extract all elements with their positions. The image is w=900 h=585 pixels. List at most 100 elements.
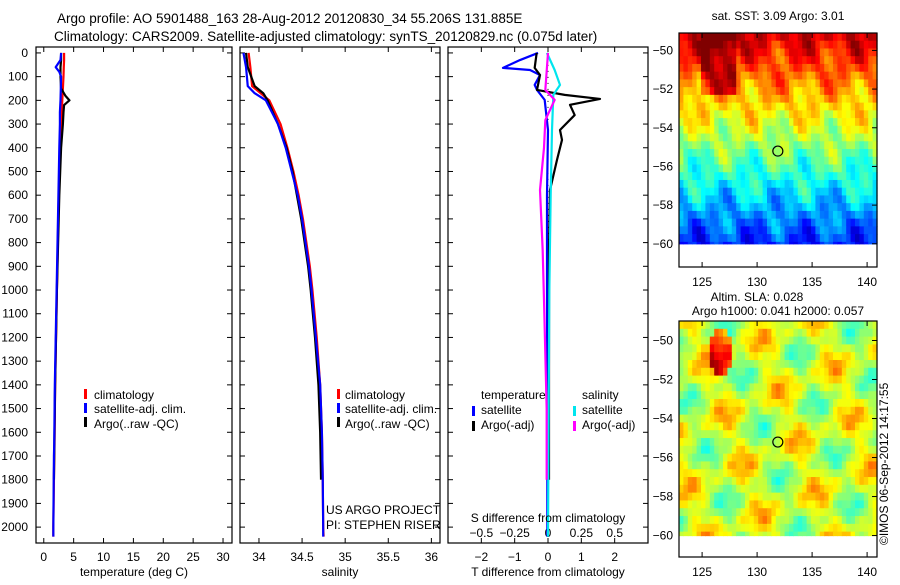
map-cell [833,110,838,119]
map-cell [771,195,777,204]
map-cell [815,33,821,42]
map-cell [736,352,742,361]
map-cell [824,94,830,104]
map-cell [767,172,772,181]
map-cell [784,172,790,181]
map-cell [797,438,803,447]
map-cell [806,210,812,220]
map-cell [841,406,847,416]
map-cell [841,321,847,330]
map-cell [714,461,720,470]
map-cell [767,445,772,455]
map-cell [736,172,742,181]
map-cell [850,484,856,494]
map-cell [837,149,843,158]
map-cell [793,453,799,463]
map-cell [793,125,799,135]
map-cell [740,461,746,470]
map-cell [797,344,803,353]
map-cell [736,321,742,330]
map-cell [740,344,746,353]
map-cell [802,133,808,142]
map-cell [789,367,794,377]
map-cell [802,344,808,353]
map-cell [692,461,698,470]
map-cell [692,33,698,42]
map-cell [833,56,838,65]
map-cell [828,226,834,235]
map-cell [709,367,715,377]
map-cell [758,516,764,525]
map-cell [696,164,702,173]
map-cell [828,531,834,537]
map-cell [859,48,865,57]
map-cell [749,203,755,212]
map-cell [745,94,750,104]
map-cell [701,94,706,104]
map-cell [731,445,737,455]
map-cell [736,516,742,525]
map-cell [833,141,838,150]
map-cell [745,383,750,392]
map-cell [863,484,869,494]
map-cell [846,328,852,338]
map-cell [775,133,781,142]
map-cell [758,383,764,392]
map-cell [824,344,830,353]
map-cell [731,125,737,135]
map-cell [714,328,720,338]
map-cell [789,187,794,197]
map-cell [749,141,755,150]
map-cell [723,406,728,416]
map-cell [775,203,781,212]
map-cell [718,367,724,377]
map-cell [780,141,786,150]
map-cell [771,375,777,385]
map-cell [793,406,799,416]
map-cell [723,102,728,111]
map-cell [828,179,834,189]
map-cell [784,406,790,416]
map-cell [806,110,812,119]
map-frame [678,32,878,268]
lat-tick-label: −56 [653,159,674,173]
map-cell [793,328,799,338]
map-cell [872,218,878,227]
panel-frame [35,46,233,544]
map-cell [780,477,786,486]
map-cell [824,422,830,431]
map-cell [753,234,759,243]
map-cell [837,218,843,227]
map-cell [714,234,720,243]
map-cell [793,195,799,204]
map-cell [709,391,715,400]
map-cell [679,203,684,212]
map-cell [767,141,772,150]
map-cell [872,110,878,119]
map-cell [736,430,742,439]
map-cell [859,336,865,346]
map-cell [683,241,689,245]
map-cell [780,500,786,509]
map-cell [727,187,733,197]
map-cell [780,226,786,235]
map-cell [740,492,746,502]
map-cell [692,133,698,142]
map-cell [868,531,874,537]
x-tick-label: 15 [127,550,141,564]
map-cell [863,226,869,235]
map-cell [718,422,724,431]
map-cell [837,71,843,81]
map-cell [696,453,702,463]
map-cell [824,125,830,135]
map-cell [806,399,812,408]
map-cell [841,352,847,361]
map-cell [784,375,790,385]
map-cell [718,430,724,439]
map-cell [855,164,860,173]
map-cell [692,422,698,431]
map-cell [872,399,878,408]
map-cell [745,516,750,525]
map-cell [692,344,698,353]
map-cell [802,210,808,220]
